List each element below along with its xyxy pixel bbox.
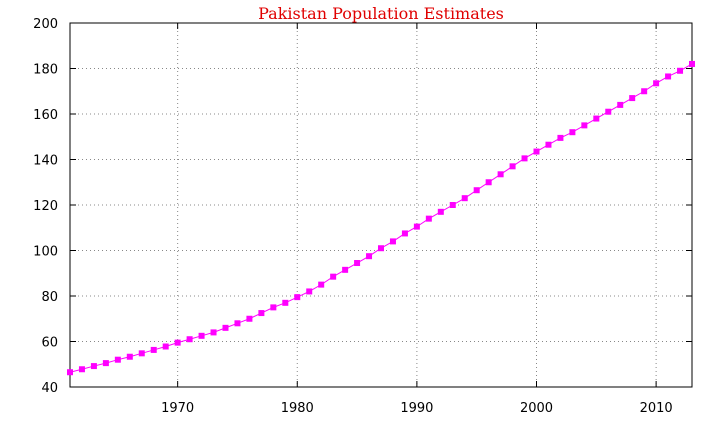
data-point (318, 281, 325, 288)
data-point (437, 208, 444, 215)
data-point (629, 95, 636, 102)
data-point (78, 366, 85, 373)
data-point (617, 101, 624, 108)
data-point (102, 360, 109, 367)
y-tick-label: 80 (41, 290, 58, 305)
data-point (509, 163, 516, 170)
data-point (126, 353, 133, 360)
axis-ticks: 1970 1980 1990 2000 2010 40 60 80 100 120 140 160 18… (33, 17, 692, 416)
data-point (665, 73, 672, 80)
data-point (162, 343, 169, 350)
data-point (605, 108, 612, 115)
data-point (533, 148, 540, 155)
y-tick-label: 60 (41, 336, 58, 351)
data-point (258, 310, 265, 317)
data-point (521, 155, 528, 162)
data-point (689, 60, 695, 67)
data-point (306, 288, 313, 295)
data-point (366, 253, 373, 260)
data-point (653, 80, 660, 87)
data-point (114, 356, 121, 363)
data-point (545, 141, 552, 148)
data-point (497, 171, 504, 178)
data-point (389, 238, 396, 245)
y-tick-label: 140 (33, 154, 58, 169)
data-point (246, 315, 253, 322)
data-point (270, 304, 277, 311)
data-point (425, 215, 432, 222)
data-point (342, 266, 349, 273)
x-tick-label: 2000 (520, 401, 553, 416)
data-point (593, 115, 600, 122)
data-point (677, 67, 684, 74)
x-tick-label: 1970 (161, 401, 194, 416)
data-point (234, 320, 241, 327)
data-point (641, 88, 648, 95)
x-tick-label: 2010 (640, 401, 673, 416)
y-tick-label: 100 (33, 245, 58, 260)
data-point (67, 369, 73, 376)
data-point (461, 195, 468, 202)
data-point (138, 350, 145, 357)
x-tick-label: 1990 (400, 401, 433, 416)
data-point (174, 339, 181, 346)
data-point (485, 179, 492, 186)
y-tick-label: 120 (33, 199, 58, 214)
y-tick-label: 180 (33, 63, 58, 78)
data-point (282, 299, 289, 306)
data-point (198, 332, 205, 339)
grid (70, 23, 692, 387)
chart-title: Pakistan Population Estimates (258, 4, 504, 23)
data-point (150, 346, 157, 353)
x-tick-label: 1980 (281, 401, 314, 416)
data-point (330, 273, 337, 280)
y-tick-label: 200 (33, 17, 58, 32)
data-point (473, 187, 480, 194)
data-point (210, 329, 217, 336)
series-line (69, 63, 693, 373)
data-point (449, 202, 456, 208)
series-layer (67, 60, 695, 376)
data-point (557, 134, 564, 141)
data-point (186, 336, 193, 343)
data-point (581, 122, 588, 129)
data-point (354, 260, 361, 267)
data-point (294, 294, 301, 301)
data-point (413, 223, 420, 230)
data-point (401, 230, 408, 237)
data-point (569, 129, 576, 136)
data-point (378, 245, 384, 252)
y-tick-label: 40 (41, 381, 58, 396)
data-point (90, 363, 97, 370)
y-tick-label: 160 (33, 108, 58, 123)
data-point (222, 324, 229, 331)
